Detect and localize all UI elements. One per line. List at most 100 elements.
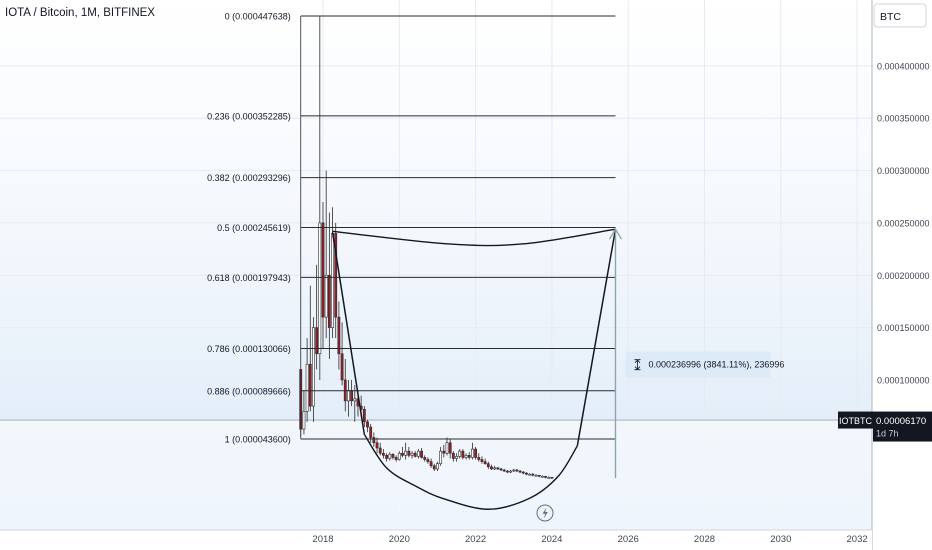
measure-range-icon — [634, 359, 641, 371]
candle-body-down — [420, 450, 423, 458]
time-tick-label: 2030 — [770, 534, 791, 545]
price-badge — [873, 411, 932, 442]
candle-body-up — [397, 452, 401, 460]
candle — [483, 458, 487, 465]
candle — [515, 468, 519, 473]
candle-body-down — [432, 465, 436, 470]
candle-body-down — [340, 353, 344, 381]
candle — [362, 406, 366, 428]
candle — [499, 467, 503, 472]
candle — [537, 474, 541, 478]
candle-body-down — [394, 457, 398, 460]
time-tick-label: 2032 — [847, 534, 868, 545]
candle — [394, 455, 398, 462]
candle — [442, 444, 446, 458]
chart-title: IOTA / Bitcoin, 1M, BITFINEX — [5, 7, 155, 19]
candle — [525, 472, 528, 476]
candle — [327, 212, 331, 360]
replay-button[interactable] — [536, 504, 554, 522]
candle — [302, 390, 306, 435]
candle — [493, 465, 497, 470]
fib-level[interactable]: 0.382 (0.000293296) — [207, 173, 616, 183]
drawn-cup-curve[interactable] — [363, 434, 578, 510]
price-tick-label: 0.000100000 — [877, 375, 930, 385]
candle — [382, 449, 385, 459]
time-axis[interactable]: 2018 2020 2022 2024 2026 2028 2030 2032 — [0, 529, 872, 550]
candle-body-up — [534, 474, 538, 477]
candle-body-up — [305, 363, 309, 412]
candle-body-down — [474, 448, 478, 458]
candle-body-down — [413, 452, 417, 457]
candle-body-down — [366, 421, 369, 428]
candle-body-down — [423, 457, 427, 460]
candle — [509, 469, 512, 474]
fib-level[interactable]: 0.236 (0.000352285) — [207, 111, 616, 121]
candle — [420, 448, 423, 459]
candle-body-down — [461, 450, 465, 458]
time-tick-label: 2022 — [465, 534, 486, 545]
candle-body-up — [353, 398, 357, 402]
fib-level[interactable]: 0.618 (0.000197943) — [207, 273, 616, 283]
candle-body-down — [525, 472, 528, 475]
candle-body-down — [429, 461, 433, 467]
replay-button-circle — [536, 504, 554, 522]
candle-body-down — [467, 455, 471, 458]
drawn-rise-line[interactable] — [576, 229, 617, 447]
candle-body-down — [426, 459, 430, 462]
candle-body-up — [493, 467, 497, 470]
fib-level-label: 0 (0.000447638) — [225, 12, 291, 22]
fib-level[interactable]: 1 (0.000043600) — [225, 435, 616, 445]
candle-body-down — [337, 316, 341, 355]
fib-level[interactable]: 0.886 (0.000089666) — [207, 386, 616, 396]
candle-body-up — [388, 453, 392, 459]
fib-level[interactable]: 0.5 (0.000245619) — [217, 223, 616, 233]
candle — [471, 442, 474, 460]
last-price-badge: IOTBTC 0.00006170 1d 7h — [838, 411, 932, 442]
fibonacci-retracement[interactable]: 0 (0.000447638) 0.236 (0.000352285) 0.382 … — [207, 12, 616, 445]
candle — [353, 385, 357, 422]
candle — [432, 463, 436, 472]
candle-body-down — [362, 408, 366, 423]
time-axis-background — [0, 530, 872, 550]
candle-body-down — [372, 437, 376, 444]
candle-body-up — [528, 473, 532, 476]
candle — [544, 475, 547, 479]
candle — [426, 457, 430, 464]
candle-body-up — [471, 448, 474, 458]
candle — [540, 475, 544, 478]
last-price-label: 0.00006170 — [876, 416, 926, 427]
currency-badge[interactable]: BTC — [873, 3, 927, 28]
candle-body-up — [312, 327, 315, 407]
currency-label: BTC — [880, 11, 901, 23]
candle-body-up — [547, 477, 551, 479]
candle — [318, 16, 322, 380]
candle — [439, 446, 443, 466]
fib-level[interactable]: 0.786 (0.000130066) — [207, 344, 616, 354]
candle-body-down — [544, 475, 547, 478]
time-tick-label: 2020 — [389, 534, 410, 545]
candle — [455, 453, 458, 462]
candle-body-down — [505, 470, 509, 473]
drawn-path[interactable] — [331, 228, 617, 510]
fib-level[interactable]: 0 (0.000447638) — [225, 12, 616, 22]
candle — [324, 170, 328, 339]
price-range-measure[interactable]: 0.000236996 (3841.11%), 236996 — [608, 227, 784, 479]
candle — [397, 451, 401, 461]
price-tick-label: 0.000150000 — [877, 323, 930, 333]
candle — [512, 468, 516, 473]
candle-body-up — [464, 455, 468, 458]
candle — [334, 222, 338, 339]
candle-body-down — [407, 450, 411, 456]
candle — [461, 449, 465, 460]
drawn-handle-arc[interactable] — [332, 228, 616, 247]
candle — [528, 473, 532, 476]
candle — [464, 453, 468, 460]
drawn-decline-line[interactable] — [331, 232, 366, 435]
candle-body-up — [540, 475, 544, 478]
candle-body-down — [334, 233, 338, 318]
fib-level-label: 0.382 (0.000293296) — [207, 173, 291, 183]
time-tick-label: 2028 — [694, 534, 715, 545]
candle — [518, 469, 522, 474]
candle-body-up — [347, 390, 350, 402]
